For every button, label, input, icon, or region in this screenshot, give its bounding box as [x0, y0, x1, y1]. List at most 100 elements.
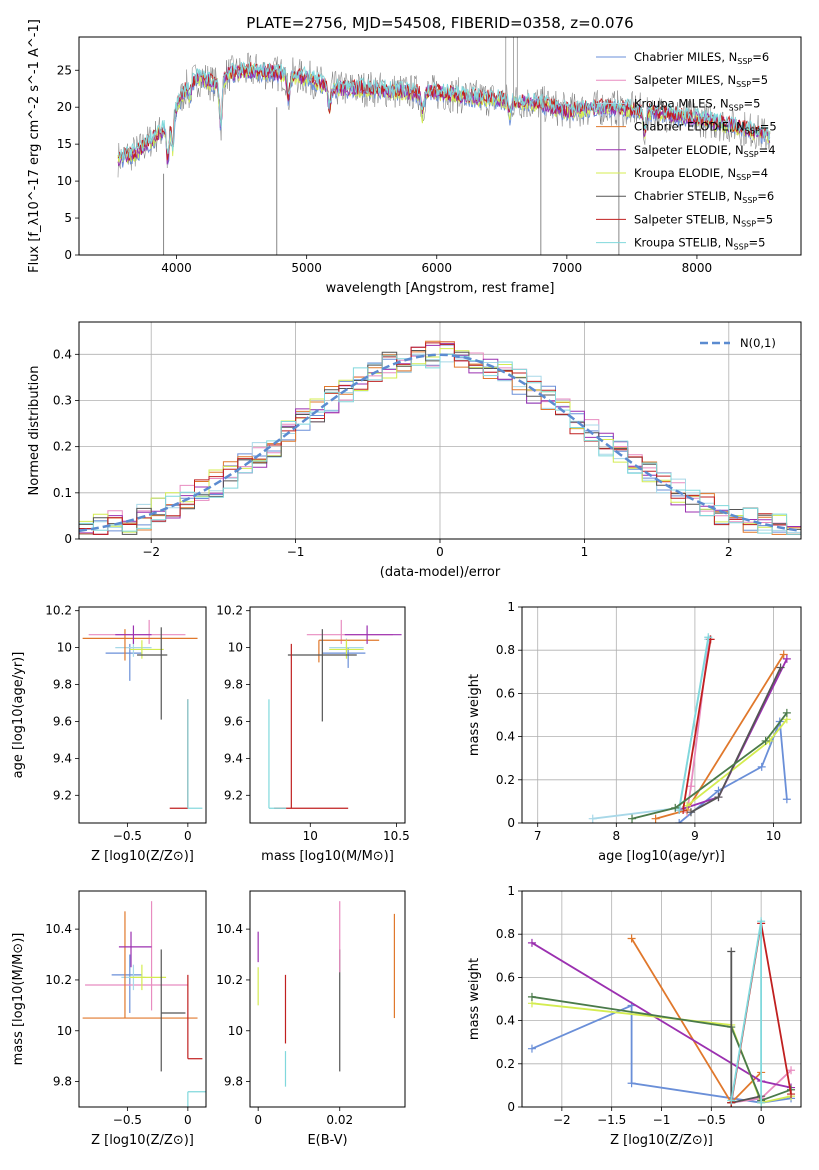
x-tick-label: 7000	[552, 261, 583, 275]
mass-weight-marker-ch_stelib	[686, 808, 695, 817]
y-tick-label: 10.2	[45, 604, 72, 618]
y-tick-label: 0.3	[53, 393, 72, 407]
mass-weight-marker-kr_stelib	[757, 917, 766, 926]
x-axis-label: (data-model)/error	[380, 565, 501, 580]
y-tick-label: 10.4	[216, 922, 243, 936]
y-tick-label: 9.4	[224, 751, 243, 765]
y-tick-label: 10.4	[45, 922, 72, 936]
y-tick-label: 9.2	[224, 788, 243, 802]
mass-weight-marker-ch_stelib_green	[782, 708, 791, 717]
plot-area	[82, 901, 206, 1107]
y-tick-label: 20	[57, 100, 72, 114]
y-tick-label: 0.1	[53, 486, 72, 500]
y-tick-label: 0.6	[496, 970, 515, 984]
mass-weight-marker-ch_miles	[675, 819, 684, 823]
y-tick-label: 9.4	[53, 751, 72, 765]
histogram-kr_elodie	[79, 348, 801, 535]
legend-tail: =4	[759, 143, 776, 157]
y-tick-label: 5	[64, 211, 72, 225]
mass-weight-marker-ch_elodie	[651, 814, 660, 823]
legend-subscript: SSP	[744, 150, 759, 159]
y-axis-label: mass [log10(M/M⊙)]	[11, 933, 26, 1066]
x-tick-label: 10	[303, 829, 318, 843]
axes-frame	[78, 321, 802, 540]
legend-subscript: SSP	[741, 219, 756, 228]
x-tick-label: 0	[254, 1113, 262, 1127]
legend-entry: Kroupa STELIB, NSSP=5	[634, 236, 765, 252]
histogram-sa_stelib	[79, 342, 801, 535]
y-tick-label: 0.2	[496, 1057, 515, 1071]
x-axis-label: E(B-V)	[307, 1133, 347, 1148]
mass-weight-vs-age-panel: 7 8 9 10 0 0.2 0.4 0.6 0.8 1 age [log10(age/yr)] ma…	[467, 600, 802, 864]
x-tick-label: −1	[653, 1113, 671, 1127]
spectrum-data-line	[117, 52, 771, 178]
x-axis-label: Z [log10(Z/Z⊙)]	[91, 849, 194, 864]
mass-weight-marker-kr_miles	[588, 814, 597, 823]
legend-entry: N(0,1)	[740, 336, 776, 350]
plot-area	[257, 901, 395, 1087]
plot-area	[79, 340, 801, 535]
legend-entry: Salpeter ELODIE, NSSP=4	[634, 143, 776, 159]
legend-subscript: SSP	[729, 103, 744, 112]
y-tick-label: 9.8	[53, 1075, 72, 1089]
mass-weight-marker-ch_stelib_green	[761, 736, 770, 745]
mass-weight-marker-ch_stelib	[727, 947, 736, 956]
mass-weight-marker-ch_elodie	[627, 934, 636, 943]
y-tick-label: 10	[228, 641, 243, 655]
x-tick-label: 10.5	[383, 829, 410, 843]
legend-tail: =6	[757, 189, 774, 203]
mass-weight-marker-ch_stelib	[714, 793, 723, 802]
legend-entry: Chabrier ELODIE, NSSP=5	[634, 120, 777, 136]
legend-tail: =6	[752, 50, 769, 64]
y-axis-label: Normed distribution	[27, 366, 42, 496]
legend-subscript: SSP	[737, 57, 752, 66]
y-tick-label: 9.8	[224, 678, 243, 692]
mass-weight-vs-Z-panel: −2 −1.5 −1 −0.5 0 0 0.2 0.4 0.6 0.8 1 Z [log10(Z/Z⊙…	[467, 884, 802, 1148]
mass-weight-marker-ch_miles	[627, 1079, 636, 1088]
y-tick-label: 0.8	[496, 643, 515, 657]
histogram-ch_miles	[79, 344, 801, 535]
y-tick-label: 1	[507, 600, 515, 614]
x-tick-label: 0.02	[326, 1113, 353, 1127]
y-tick-label: 10.2	[216, 973, 243, 987]
mass-weight-line-ch_stelib_green	[631, 712, 788, 820]
x-tick-label: 7	[534, 829, 542, 843]
plot-area	[82, 619, 203, 809]
x-tick-label: −0.5	[113, 829, 142, 843]
y-tick-label: 0.4	[496, 1014, 515, 1028]
mass-weight-line-kr_stelib	[678, 637, 710, 811]
y-tick-label: 0	[64, 248, 72, 262]
axes-frame	[78, 890, 207, 1108]
legend-subscript: SSP	[734, 243, 749, 252]
mass-weight-marker-ch_stelib_green	[671, 803, 680, 812]
x-tick-label: 0	[184, 1113, 192, 1127]
y-tick-label: 1	[507, 884, 515, 898]
y-tick-label: 0.2	[53, 440, 72, 454]
y-tick-label: 10	[57, 1024, 72, 1038]
y-tick-label: 25	[57, 63, 72, 77]
y-tick-label: 10	[228, 1024, 243, 1038]
mass-weight-marker-ch_stelib_green	[628, 814, 637, 823]
x-tick-label: 9	[691, 829, 699, 843]
y-tick-label: 10.2	[45, 973, 72, 987]
x-tick-label: 8	[612, 829, 620, 843]
x-axis-label: age [log10(age/yr)]	[598, 849, 725, 864]
spectrum-panel: 4000 5000 6000 7000 8000 0 5 10 15 20 25 wavelength…	[27, 19, 802, 296]
plot-area	[117, 37, 771, 255]
y-axis-label: mass weight	[467, 958, 482, 1040]
mass-weight-marker-kr_stelib	[757, 1098, 766, 1107]
x-tick-label: −1	[287, 545, 305, 559]
y-tick-label: 9.2	[53, 788, 72, 802]
y-tick-label: 0	[64, 532, 72, 546]
age-vs-mass-panel: 10 10.5 9.2 9.4 9.6 9.8 10 10.2 mass [log10(M/M⊙…	[216, 604, 409, 864]
y-tick-label: 9.6	[224, 714, 243, 728]
axes-frame	[78, 606, 207, 824]
x-tick-label: 1	[581, 545, 589, 559]
age-vs-Z-panel: −0.5 0 9.2 9.4 9.6 9.8 10 10.2 Z [log10(Z/Z⊙)] ag…	[11, 604, 207, 864]
mass-weight-line-ch_stelib_green	[531, 995, 792, 1102]
y-tick-label: 0.2	[496, 773, 515, 787]
legend-entry: Kroupa MILES, NSSP=5	[634, 96, 760, 112]
x-axis-label: Z [log10(Z/Z⊙)]	[91, 1133, 194, 1148]
legend-tail: =5	[744, 96, 761, 110]
axes-frame	[521, 606, 802, 824]
